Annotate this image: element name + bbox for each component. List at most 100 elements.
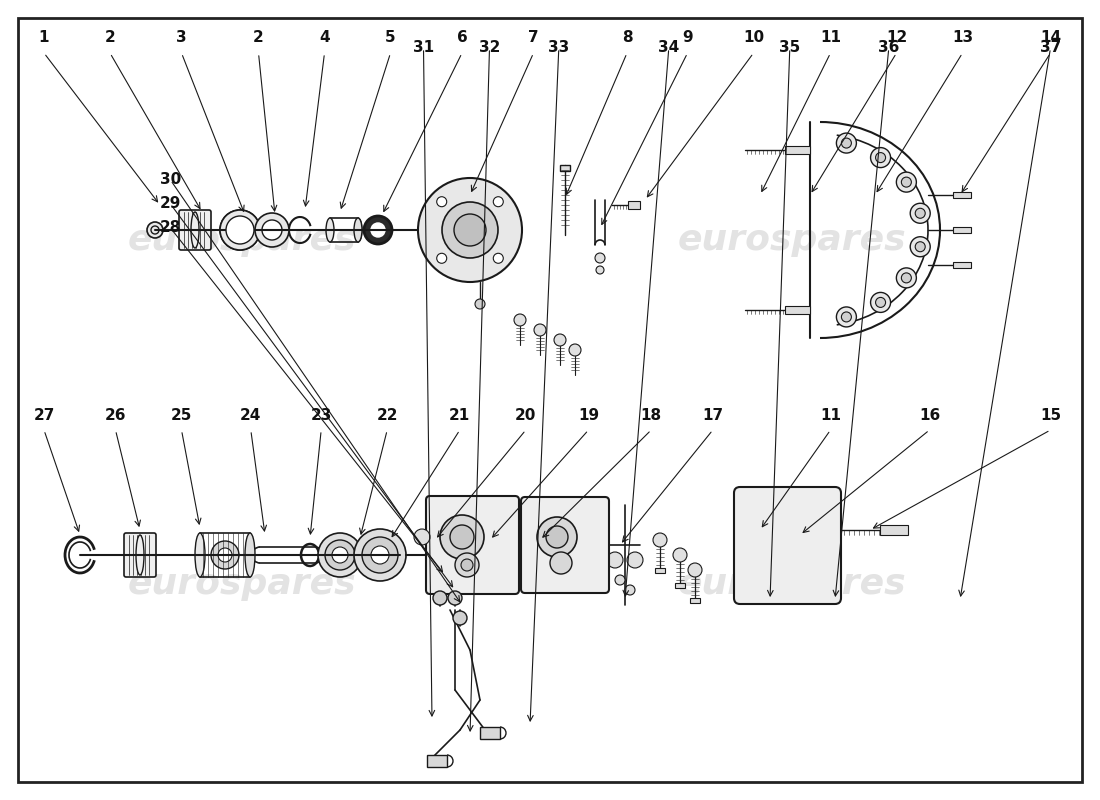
Text: 11: 11 [820, 407, 842, 422]
Text: 2: 2 [253, 30, 264, 46]
Ellipse shape [191, 212, 199, 248]
Circle shape [876, 153, 886, 162]
Text: 21: 21 [449, 407, 471, 422]
Circle shape [688, 563, 702, 577]
Circle shape [673, 548, 688, 562]
Circle shape [901, 177, 912, 187]
Bar [628, 201, 640, 209]
Circle shape [371, 223, 385, 237]
Ellipse shape [136, 535, 144, 575]
FancyBboxPatch shape [734, 487, 842, 604]
Circle shape [836, 133, 857, 153]
Text: 23: 23 [310, 407, 332, 422]
Circle shape [437, 254, 447, 263]
Text: 24: 24 [240, 407, 262, 422]
Circle shape [896, 172, 916, 192]
Ellipse shape [354, 218, 362, 242]
Text: 33: 33 [548, 41, 570, 55]
Text: 31: 31 [412, 41, 434, 55]
Circle shape [915, 208, 925, 218]
Text: 15: 15 [1040, 407, 1062, 422]
Circle shape [255, 213, 289, 247]
Circle shape [607, 552, 623, 568]
Bar [654, 568, 666, 573]
Bar [480, 727, 501, 739]
Text: 27: 27 [33, 407, 55, 422]
Text: 16: 16 [918, 407, 940, 422]
Circle shape [220, 210, 260, 250]
Circle shape [842, 312, 851, 322]
Bar [560, 165, 570, 171]
Text: 25: 25 [170, 407, 192, 422]
Circle shape [418, 178, 522, 282]
Circle shape [870, 293, 891, 313]
Circle shape [596, 266, 604, 274]
Text: 28: 28 [160, 221, 182, 235]
Circle shape [448, 591, 462, 605]
Circle shape [910, 203, 931, 223]
Text: 20: 20 [515, 407, 537, 422]
Circle shape [354, 529, 406, 581]
Circle shape [437, 197, 447, 206]
Circle shape [627, 552, 644, 568]
Circle shape [450, 525, 474, 549]
Ellipse shape [245, 533, 255, 577]
FancyBboxPatch shape [426, 496, 519, 594]
Circle shape [514, 314, 526, 326]
Circle shape [595, 253, 605, 263]
Circle shape [324, 540, 355, 570]
Circle shape [836, 307, 857, 327]
Text: 30: 30 [160, 173, 182, 187]
Text: 18: 18 [640, 407, 662, 422]
Text: 34: 34 [658, 41, 680, 55]
Circle shape [453, 611, 468, 625]
Text: 36: 36 [878, 41, 900, 55]
FancyBboxPatch shape [179, 210, 211, 250]
Text: 13: 13 [952, 30, 974, 46]
Circle shape [569, 344, 581, 356]
Text: 37: 37 [1040, 41, 1062, 55]
Text: 29: 29 [160, 197, 182, 211]
Text: 3: 3 [176, 30, 187, 46]
Circle shape [226, 216, 254, 244]
Circle shape [910, 237, 931, 257]
Circle shape [554, 334, 566, 346]
Circle shape [364, 216, 392, 244]
Circle shape [371, 546, 389, 564]
Circle shape [615, 575, 625, 585]
Circle shape [901, 273, 912, 283]
Circle shape [493, 254, 504, 263]
Bar [675, 583, 685, 588]
Text: eurospares: eurospares [128, 223, 356, 257]
Circle shape [227, 217, 253, 243]
Text: 22: 22 [376, 407, 398, 422]
FancyBboxPatch shape [521, 497, 609, 593]
Text: 4: 4 [319, 30, 330, 46]
Bar [953, 262, 971, 268]
Circle shape [433, 591, 447, 605]
Bar [785, 306, 810, 314]
Text: 17: 17 [702, 407, 724, 422]
Ellipse shape [195, 533, 205, 577]
Text: eurospares: eurospares [678, 567, 906, 601]
Bar [427, 755, 447, 767]
Circle shape [915, 242, 925, 252]
Circle shape [218, 548, 232, 562]
Circle shape [493, 197, 504, 206]
Circle shape [332, 547, 348, 563]
Bar [690, 598, 700, 603]
Bar [953, 227, 971, 233]
Circle shape [534, 324, 546, 336]
Circle shape [653, 533, 667, 547]
Circle shape [318, 533, 362, 577]
Text: eurospares: eurospares [678, 223, 906, 257]
Text: eurospares: eurospares [128, 567, 356, 601]
Circle shape [546, 526, 568, 548]
Text: 5: 5 [385, 30, 396, 46]
Circle shape [220, 210, 260, 250]
Circle shape [461, 559, 473, 571]
Circle shape [537, 517, 578, 557]
Circle shape [211, 541, 239, 569]
Text: 2: 2 [104, 30, 116, 46]
Circle shape [550, 552, 572, 574]
